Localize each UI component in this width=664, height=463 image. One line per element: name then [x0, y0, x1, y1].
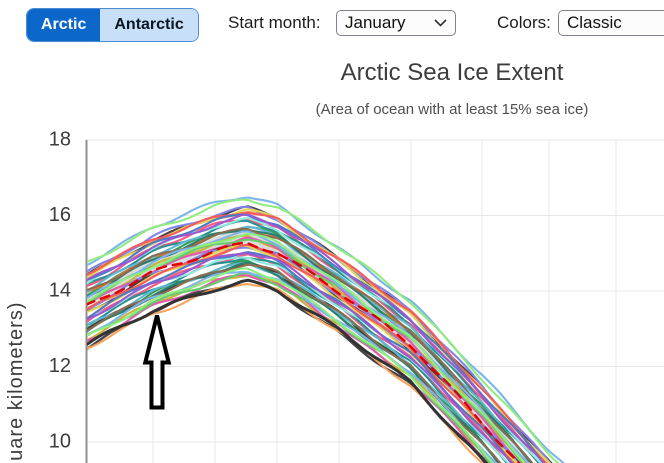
series-line-2010[interactable]	[86, 259, 524, 463]
series-line-1991[interactable]	[86, 213, 566, 463]
series-line-2021[interactable]	[86, 267, 518, 463]
series-line-1987[interactable]	[86, 211, 572, 463]
chart-title: Arctic Sea Ice Extent	[340, 59, 564, 86]
y-tick-label: 12	[49, 355, 71, 377]
y-tick-label: 14	[49, 279, 71, 301]
colors-select[interactable]: Classic	[558, 10, 664, 36]
series-line-1984[interactable]	[86, 219, 560, 463]
arctic-tab[interactable]: Arctic	[27, 9, 101, 41]
series-line-1989[interactable]	[86, 213, 566, 463]
series-line-2013[interactable]	[86, 261, 524, 463]
colors-value: Classic	[567, 13, 622, 32]
antarctic-tab[interactable]: Antarctic	[100, 9, 198, 41]
series-line-2011[interactable]	[86, 252, 530, 463]
annotation-arrow	[142, 315, 172, 410]
series-line-1981[interactable]	[86, 198, 584, 463]
y-tick-label: 18	[49, 128, 71, 150]
start-month-value: January	[345, 13, 406, 32]
series-line-2009[interactable]	[86, 251, 530, 463]
series-line-2018[interactable]	[86, 271, 512, 463]
chart-subtitle: (Area of ocean with at least 15% sea ice…	[315, 101, 589, 118]
start-month-label: Start month:	[228, 13, 321, 32]
start-month-select[interactable]: January	[336, 10, 456, 36]
chevron-down-icon	[434, 19, 447, 27]
y-axis-title: quare kilometers)	[5, 301, 27, 463]
series-line-2019[interactable]	[86, 270, 518, 463]
y-tick-label: 16	[49, 204, 71, 226]
median-line[interactable]	[86, 241, 542, 463]
y-tick-label: 10	[49, 430, 71, 452]
series-line-2001[interactable]	[86, 232, 548, 463]
series-line-2007[interactable]	[86, 243, 536, 463]
colors-label: Colors:	[497, 13, 551, 32]
region-toggle: Arctic Antarctic	[26, 8, 199, 42]
series-line-2023[interactable]	[86, 278, 506, 463]
